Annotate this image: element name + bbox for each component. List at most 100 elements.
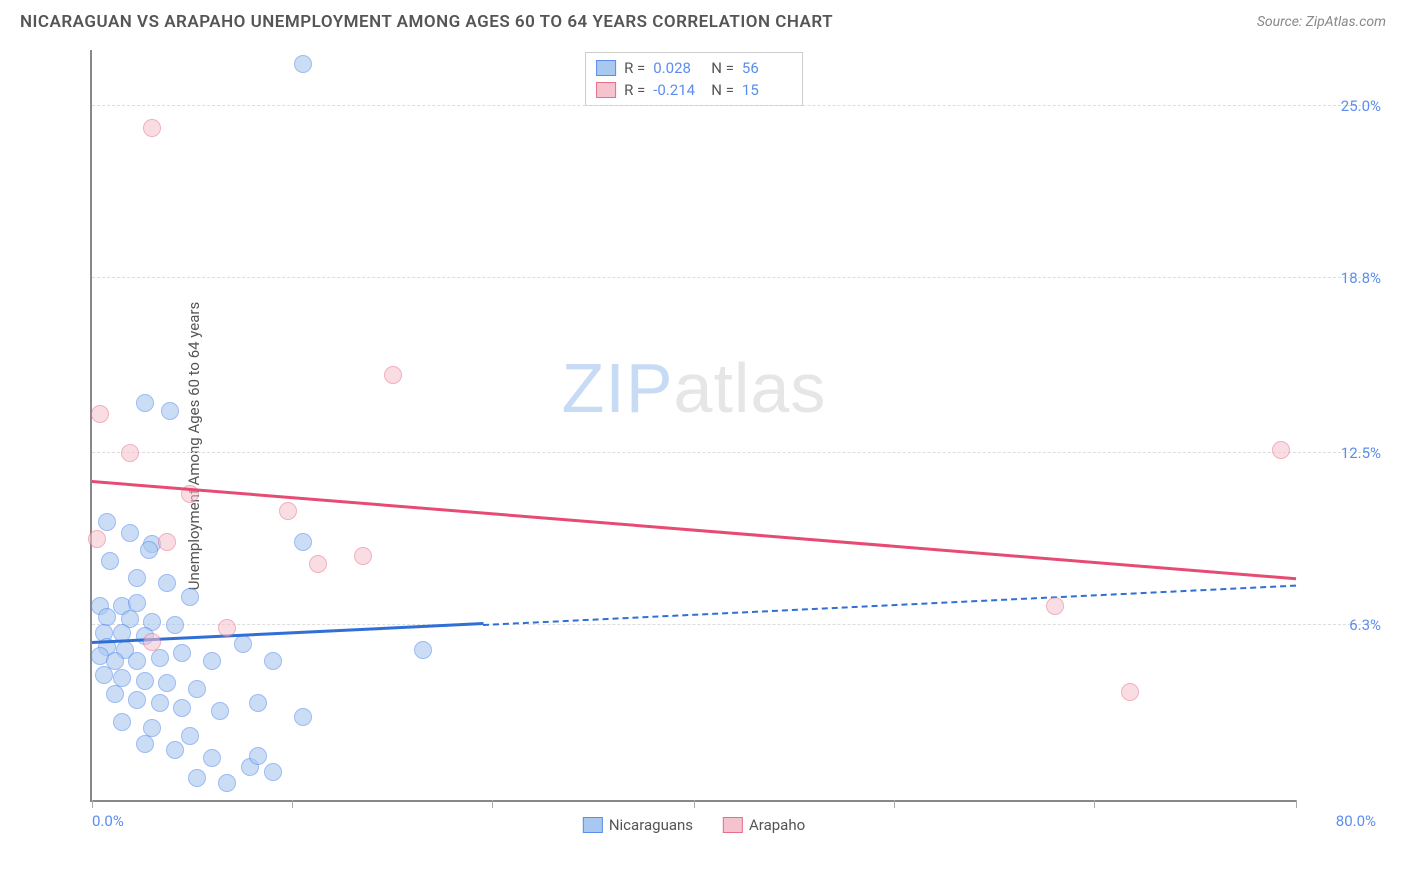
data-point xyxy=(161,402,179,420)
data-point xyxy=(136,672,154,690)
data-point xyxy=(188,680,206,698)
data-point xyxy=(128,569,146,587)
legend-swatch xyxy=(583,817,603,833)
data-point xyxy=(128,594,146,612)
data-point xyxy=(294,708,312,726)
y-gridline xyxy=(92,105,1376,106)
data-point xyxy=(140,541,158,559)
data-point xyxy=(95,666,113,684)
y-gridline xyxy=(92,452,1376,453)
data-point xyxy=(1121,683,1139,701)
data-point xyxy=(91,405,109,423)
data-point xyxy=(1272,441,1290,459)
data-point xyxy=(181,588,199,606)
data-point xyxy=(264,763,282,781)
data-point xyxy=(113,713,131,731)
data-point xyxy=(188,769,206,787)
x-tick xyxy=(292,800,293,808)
data-point xyxy=(173,699,191,717)
x-tick xyxy=(492,800,493,808)
data-point xyxy=(121,444,139,462)
correlation-legend-row: R = 0.028 N = 56 xyxy=(596,57,792,79)
data-point xyxy=(203,749,221,767)
y-tick-label: 12.5% xyxy=(1341,444,1381,462)
legend-swatch xyxy=(596,60,616,76)
chart-area: Unemployment Among Ages 60 to 64 years Z… xyxy=(50,50,1386,842)
data-point xyxy=(151,649,169,667)
data-point xyxy=(143,719,161,737)
data-point xyxy=(128,691,146,709)
data-point xyxy=(101,552,119,570)
source-attribution: Source: ZipAtlas.com xyxy=(1257,14,1386,30)
data-point xyxy=(249,747,267,765)
data-point xyxy=(143,119,161,137)
x-tick xyxy=(1296,800,1297,808)
chart-header: NICARAGUAN VS ARAPAHO UNEMPLOYMENT AMONG… xyxy=(0,0,1406,40)
data-point xyxy=(98,608,116,626)
legend-swatch xyxy=(723,817,743,833)
series-legend-label: Nicaraguans xyxy=(609,816,693,834)
legend-swatch xyxy=(596,82,616,98)
data-point xyxy=(166,741,184,759)
legend-n-label: N = xyxy=(711,81,734,99)
legend-n-value: 15 xyxy=(742,81,792,99)
watermark-zip: ZIP xyxy=(562,349,674,427)
data-point xyxy=(158,674,176,692)
data-point xyxy=(218,774,236,792)
legend-r-label: R = xyxy=(624,59,645,77)
y-tick-label: 25.0% xyxy=(1341,97,1381,115)
legend-n-value: 56 xyxy=(742,59,792,77)
data-point xyxy=(158,533,176,551)
data-point xyxy=(113,669,131,687)
data-point xyxy=(218,619,236,637)
x-tick xyxy=(92,800,93,808)
data-point xyxy=(98,513,116,531)
x-axis-min-label: 0.0% xyxy=(92,812,124,830)
correlation-legend: R = 0.028 N = 56 R = -0.214 N = 15 xyxy=(585,52,803,106)
data-point xyxy=(136,394,154,412)
series-legend-label: Arapaho xyxy=(749,816,805,834)
x-axis-max-label: 80.0% xyxy=(1336,812,1376,830)
data-point xyxy=(384,366,402,384)
correlation-legend-row: R = -0.214 N = 15 xyxy=(596,79,792,101)
data-point xyxy=(173,644,191,662)
data-point xyxy=(203,652,221,670)
data-point xyxy=(294,55,312,73)
data-point xyxy=(1046,597,1064,615)
data-point xyxy=(264,652,282,670)
data-point xyxy=(143,633,161,651)
watermark-atlas: atlas xyxy=(674,349,827,427)
series-legend-item: Nicaraguans xyxy=(583,816,693,834)
data-point xyxy=(106,685,124,703)
data-point xyxy=(354,547,372,565)
y-tick-label: 18.8% xyxy=(1341,269,1381,287)
y-gridline xyxy=(92,277,1376,278)
data-point xyxy=(181,727,199,745)
data-point xyxy=(211,702,229,720)
data-point xyxy=(128,652,146,670)
data-point xyxy=(279,502,297,520)
data-point xyxy=(88,530,106,548)
y-tick-label: 6.3% xyxy=(1349,616,1381,634)
data-point xyxy=(414,641,432,659)
watermark: ZIPatlas xyxy=(562,348,827,428)
scatter-plot: ZIPatlas R =0.028N =56R =-0.214N =15 Nic… xyxy=(90,50,1296,802)
trend-line-extrapolated xyxy=(483,584,1296,625)
x-tick xyxy=(1094,800,1095,808)
data-point xyxy=(294,533,312,551)
x-tick xyxy=(694,800,695,808)
data-point xyxy=(234,635,252,653)
legend-r-label: R = xyxy=(624,81,645,99)
legend-r-value: -0.214 xyxy=(653,81,703,99)
series-legend: Nicaraguans Arapaho xyxy=(583,816,805,834)
legend-n-label: N = xyxy=(711,59,734,77)
y-gridline xyxy=(92,624,1376,625)
data-point xyxy=(151,694,169,712)
data-point xyxy=(309,555,327,573)
data-point xyxy=(121,524,139,542)
data-point xyxy=(136,735,154,753)
legend-r-value: 0.028 xyxy=(653,59,703,77)
data-point xyxy=(158,574,176,592)
x-tick xyxy=(894,800,895,808)
series-legend-item: Arapaho xyxy=(723,816,805,834)
